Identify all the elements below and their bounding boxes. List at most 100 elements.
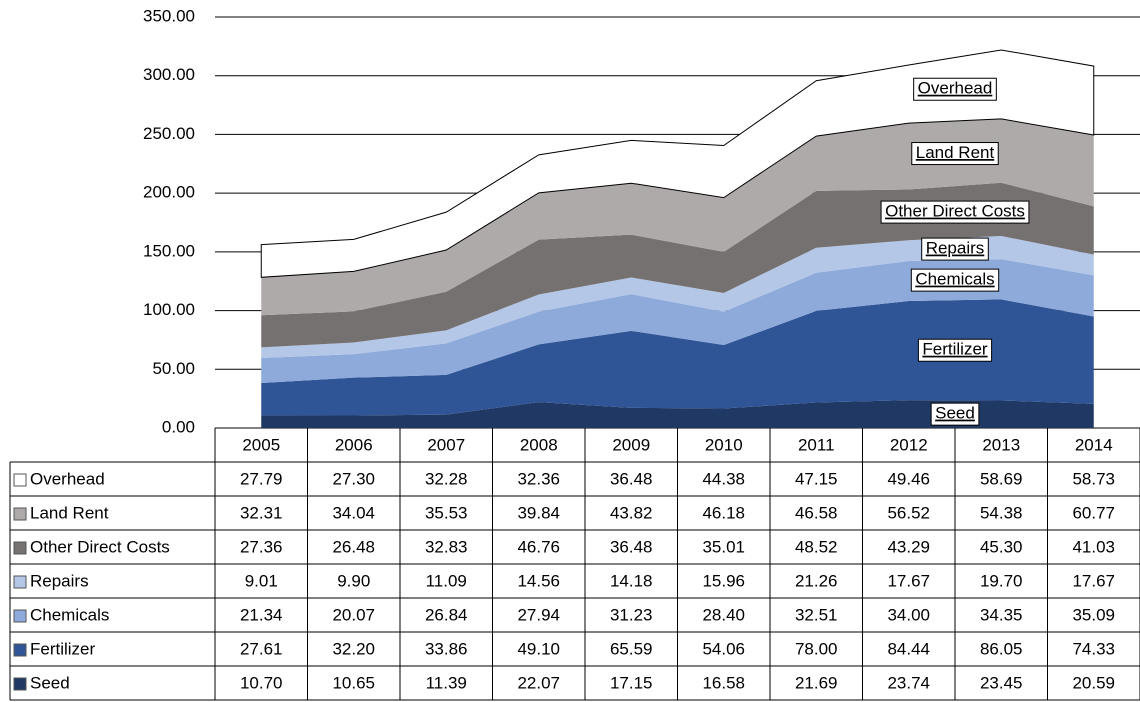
table-cell: 26.48 — [332, 537, 375, 556]
series-label: Repairs — [926, 239, 985, 258]
y-tick-label: 150.00 — [143, 241, 195, 260]
legend-label: Land Rent — [30, 503, 109, 522]
table-cell: 32.83 — [425, 537, 468, 556]
legend-label: Chemicals — [30, 605, 109, 624]
x-tick-label: 2012 — [890, 435, 928, 454]
table-cell: 17.15 — [610, 673, 653, 692]
legend-label: Fertilizer — [30, 639, 96, 658]
table-cell: 32.28 — [425, 469, 468, 488]
table-cell: 39.84 — [517, 503, 560, 522]
table-cell: 17.67 — [887, 571, 930, 590]
table-cell: 34.04 — [332, 503, 375, 522]
x-tick-label: 2010 — [705, 435, 743, 454]
legend-swatch — [13, 677, 27, 691]
table-cell: 33.86 — [425, 639, 468, 658]
table-cell: 20.59 — [1072, 673, 1115, 692]
table-cell: 36.48 — [610, 469, 653, 488]
table-cell: 54.06 — [702, 639, 745, 658]
table-cell: 19.70 — [980, 571, 1023, 590]
series-label: Other Direct Costs — [885, 202, 1025, 221]
table-cell: 23.45 — [980, 673, 1023, 692]
table-cell: 78.00 — [795, 639, 838, 658]
table-cell: 11.09 — [426, 571, 467, 590]
table-cell: 11.39 — [426, 673, 467, 692]
table-cell: 16.58 — [702, 673, 745, 692]
table-cell: 44.38 — [702, 469, 745, 488]
series-label: Land Rent — [916, 143, 995, 162]
table-cell: 21.69 — [795, 673, 838, 692]
table-cell: 84.44 — [887, 639, 930, 658]
series-label: Fertilizer — [922, 340, 988, 359]
table-cell: 31.23 — [610, 605, 653, 624]
table-cell: 27.79 — [240, 469, 283, 488]
area — [260, 49, 1095, 278]
x-tick-label: 2011 — [798, 435, 835, 454]
table-cell: 60.77 — [1072, 503, 1115, 522]
table-cell: 21.26 — [795, 571, 838, 590]
table-cell: 35.09 — [1072, 605, 1115, 624]
legend-swatch — [13, 609, 27, 623]
table-cell: 49.10 — [517, 639, 560, 658]
table-cell: 28.40 — [702, 605, 745, 624]
x-tick-label: 2013 — [982, 435, 1020, 454]
x-tick-label: 2014 — [1075, 435, 1113, 454]
table-cell: 56.52 — [887, 503, 930, 522]
table-cell: 34.35 — [980, 605, 1023, 624]
table-cell: 35.01 — [702, 537, 745, 556]
table-cell: 27.36 — [240, 537, 283, 556]
table-cell: 34.00 — [887, 605, 930, 624]
table-cell: 46.58 — [795, 503, 838, 522]
table-cell: 47.15 — [795, 469, 838, 488]
y-tick-label: 250.00 — [143, 124, 195, 143]
series-label-box — [913, 77, 997, 101]
table-cell: 9.90 — [337, 571, 370, 590]
table-cell: 45.30 — [980, 537, 1023, 556]
legend-label: Overhead — [30, 469, 105, 488]
table-cell: 58.69 — [980, 469, 1023, 488]
table-cell: 32.36 — [517, 469, 560, 488]
table-cell: 49.46 — [887, 469, 930, 488]
series-label-box — [910, 268, 1000, 292]
y-tick-label: 0.00 — [162, 417, 195, 436]
table-cell: 20.07 — [332, 605, 375, 624]
series-label: Overhead — [918, 79, 993, 98]
series-label: Chemicals — [915, 270, 994, 289]
y-tick-label: 200.00 — [143, 183, 195, 202]
table-cell: 26.84 — [425, 605, 468, 624]
y-tick-label: 300.00 — [143, 65, 195, 84]
area — [261, 118, 1094, 316]
legend-swatch — [13, 507, 27, 521]
table-cell: 21.34 — [240, 605, 283, 624]
table-cell: 9.01 — [245, 571, 278, 590]
area — [261, 182, 1094, 348]
table-cell: 46.76 — [517, 537, 560, 556]
y-tick-label: 100.00 — [143, 300, 195, 319]
series-label-box — [911, 142, 999, 166]
table-cell: 32.51 — [795, 605, 838, 624]
legend-swatch — [13, 541, 27, 555]
table-cell: 48.52 — [795, 537, 838, 556]
legend-swatch — [13, 473, 27, 487]
table-cell: 35.53 — [425, 503, 468, 522]
series-label-box — [880, 200, 1030, 224]
x-tick-label: 2008 — [520, 435, 558, 454]
table-cell: 32.31 — [240, 503, 283, 522]
table-cell: 14.18 — [610, 571, 653, 590]
table-cell: 17.67 — [1072, 571, 1115, 590]
x-tick-label: 2009 — [612, 435, 650, 454]
table-cell: 23.74 — [887, 673, 930, 692]
table-cell: 14.56 — [517, 571, 560, 590]
table-cell: 27.30 — [332, 469, 375, 488]
table-cell: 65.59 — [610, 639, 653, 658]
table-cell: 86.05 — [980, 639, 1023, 658]
table-cell: 46.18 — [702, 503, 745, 522]
legend-label: Seed — [30, 673, 70, 692]
table-cell: 58.73 — [1072, 469, 1115, 488]
table-cell: 27.94 — [517, 605, 560, 624]
area — [261, 299, 1094, 416]
table-cell: 27.61 — [240, 639, 283, 658]
series-label-box — [917, 338, 993, 362]
table-cell: 22.07 — [517, 673, 560, 692]
area — [261, 400, 1094, 428]
